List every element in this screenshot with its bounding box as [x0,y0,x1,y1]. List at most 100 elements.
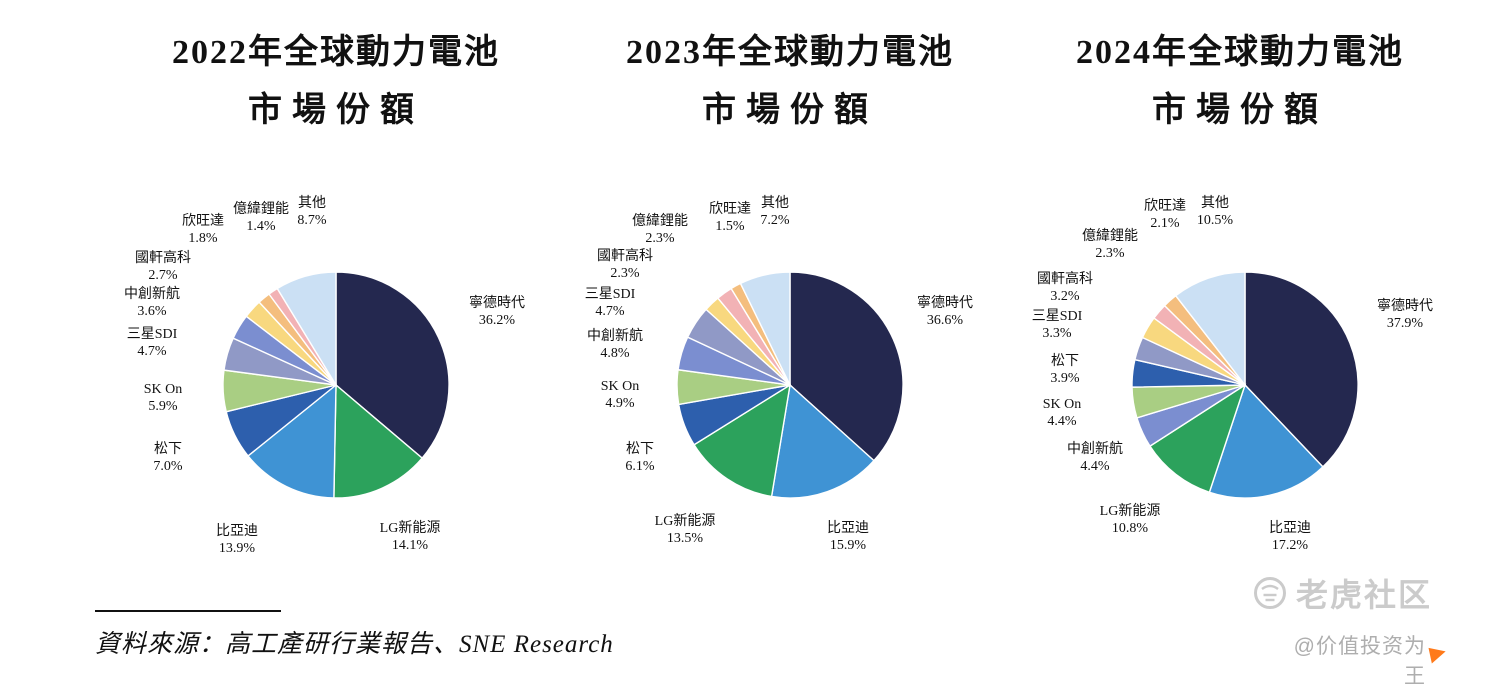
pie-label: 國軒高科 2.3% [597,248,653,282]
pie-label-value: 10.5% [1196,213,1234,228]
pie-label-value: 4.7% [595,304,625,319]
chart-title-line1: 2022年全球動力電池 [172,34,500,71]
pie-label-value: 7.2% [760,213,790,228]
pie-label-value: 4.9% [605,396,635,411]
pie-label: 欣旺達 1.8% [182,213,224,247]
pie-label: SK On 5.9% [144,381,183,415]
pie-label-name: 欣旺達 [182,213,224,229]
pie-label-name: 比亞迪 [1269,520,1311,536]
pie-label-name: LG新能源 [654,513,716,529]
pie-slice [1174,271,1246,388]
pie-label: 中創新航 4.8% [587,328,643,362]
pie-label-value: 7.0% [153,459,183,474]
chart-title-2023: 2023年全球動力電池 市場份額 [550,36,1030,128]
watermark-brand: 老虎社区 [1252,570,1432,616]
pie-label-name: 其他 [760,195,789,211]
pie-slice [276,271,337,388]
pie-label: 欣旺達 2.1% [1144,198,1186,232]
pie-label-name: 欣旺達 [709,201,751,217]
pie-label: LG新能源 13.5% [655,513,716,547]
pie-label-name: 松下 [1050,353,1079,369]
pie-label: 中創新航 4.4% [1067,441,1123,475]
pie-label-value: 1.5% [715,219,745,234]
pie-label-value: 2.3% [610,266,640,281]
pie-slice [693,383,791,498]
pie-label-name: 億緯鋰能 [233,201,289,217]
pie-label: 寧德時代 36.2% [469,295,525,329]
pie-label: 比亞迪 17.2% [1269,520,1311,554]
pie-label-value: 36.2% [478,313,516,328]
pie-label-name: 松下 [625,441,654,457]
pie-label: 其他 8.7% [297,195,326,229]
watermark-accent-icon [1428,644,1448,664]
pie-label-name: 國軒高科 [597,248,653,264]
pie-label-value: 4.4% [1080,459,1110,474]
pie-label-value: 4.7% [137,344,167,359]
pie-slice [333,383,424,499]
pie-label-name: LG新能源 [1099,503,1161,519]
pie-label: 欣旺達 1.5% [709,201,751,235]
pie-label: 三星SDI 4.7% [127,326,178,360]
pie-label: 三星SDI 4.7% [585,286,636,320]
pie-label: 松下 6.1% [625,441,654,475]
chart-title-line2: 市場份額 [1152,92,1328,129]
source-divider-rule [95,610,281,612]
pie-label-name: 國軒高科 [1037,271,1093,287]
pie-label: 億緯鋰能 2.3% [632,213,688,247]
pie-label: LG新能源 10.8% [1100,503,1161,537]
chart-title-2022: 2022年全球動力電池 市場份額 [96,36,576,128]
pie-label-value: 4.4% [1047,414,1077,429]
pie-label-name: SK On [600,378,640,394]
pie-label: 中創新航 3.6% [124,286,180,320]
pie-label-name: SK On [1042,396,1082,412]
pie-label-name: 寧德時代 [1377,298,1433,314]
pie-label-value: 14.1% [391,538,429,553]
watermark-brand-text: 老虎社区 [1296,577,1433,613]
pie-label-name: 其他 [1200,195,1229,211]
pie-label-value: 3.3% [1042,326,1072,341]
pie-label: 億緯鋰能 2.3% [1082,228,1138,262]
pie-label-value: 3.6% [137,304,167,319]
pie-label-name: 三星SDI [126,326,178,342]
chart-title-line2: 市場份額 [702,92,878,129]
pie-label-value: 4.8% [600,346,630,361]
pie-label-name: 比亞迪 [216,523,258,539]
pie-label-name: 億緯鋰能 [632,213,688,229]
pie-slice [770,383,875,499]
pie-label-value: 3.9% [1050,371,1080,386]
pie-label-value: 8.7% [297,213,327,228]
pie-label: SK On 4.9% [601,378,640,412]
pie-label-name: LG新能源 [379,520,441,536]
pie-label-name: 松下 [153,441,182,457]
pie-label-name: 億緯鋰能 [1082,228,1138,244]
chart-title-2024: 2024年全球動力電池 市場份額 [1000,36,1480,128]
pie-label: 松下 3.9% [1050,353,1079,387]
chart-title-line1: 2024年全球動力電池 [1076,34,1404,71]
pie-label-name: 寧德時代 [917,295,973,311]
pie-label-value: 10.8% [1111,521,1149,536]
tiger-logo-icon [1254,577,1286,609]
pie-label-value: 37.9% [1386,316,1424,331]
pie-slice [739,271,791,386]
pie-label-name: 欣旺達 [1144,198,1186,214]
pie-label: 寧德時代 36.6% [917,295,973,329]
pie-label-value: 1.8% [188,231,218,246]
pie-label-value: 13.9% [218,541,256,556]
pie-label: 億緯鋰能 1.4% [233,201,289,235]
pie-slice [247,383,337,499]
pie-label-name: 中創新航 [587,328,643,344]
pie-label: 松下 7.0% [153,441,182,475]
pie-slice [1208,383,1324,499]
pie-label: SK On 4.4% [1043,396,1082,430]
pie-label-name: 中創新航 [1067,441,1123,457]
pie-label-name: 比亞迪 [827,520,869,536]
chart-title-line1: 2023年全球動力電池 [626,34,954,71]
watermark-handle: @价值投资为王 [1293,635,1426,688]
pie-label-name: 國軒高科 [135,250,191,266]
pie-label-name: 中創新航 [124,286,180,302]
pie-label-name: 其他 [297,195,326,211]
pie-label: 其他 7.2% [760,195,789,229]
pie-label: 比亞迪 13.9% [216,523,258,557]
pie-slice [335,271,450,460]
pie-label-value: 5.9% [148,399,178,414]
